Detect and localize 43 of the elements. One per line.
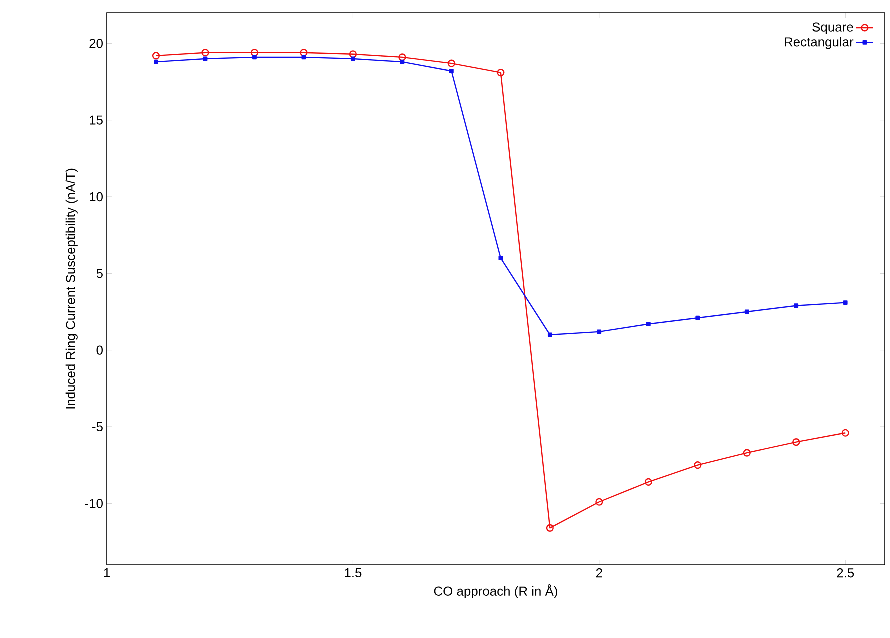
point	[646, 322, 651, 326]
point	[596, 498, 604, 506]
point	[202, 49, 210, 57]
y-tick-label: 5	[96, 269, 103, 278]
y-tick-label: 20	[90, 39, 103, 48]
y-tick-label: -5	[92, 422, 103, 432]
legend-label: Rectangular	[785, 37, 854, 50]
point	[696, 316, 700, 320]
point	[302, 55, 306, 60]
point	[548, 332, 552, 338]
point	[349, 50, 357, 58]
point	[792, 438, 800, 446]
point	[351, 56, 356, 62]
legend-label: Square	[812, 22, 854, 34]
point	[597, 330, 602, 334]
point	[449, 69, 454, 74]
point	[644, 478, 652, 486]
x-axis-title: CO approach (R in Å)	[434, 584, 558, 599]
point	[694, 462, 702, 470]
point	[743, 449, 751, 457]
point	[154, 60, 158, 64]
point	[497, 69, 505, 77]
x-tick-label: 2.5	[837, 568, 854, 578]
point	[250, 49, 259, 57]
point	[498, 256, 504, 261]
point	[843, 300, 848, 305]
x-tick-label: 2	[596, 568, 602, 578]
y-tick-label: 15	[90, 116, 103, 125]
x-tick-label: 1	[104, 568, 110, 578]
y-axis-title: Induced Ring Current Susceptibility (nA/T)	[66, 168, 78, 409]
y-tick-label: 0	[96, 346, 103, 355]
x-tick-label: 1.5	[345, 568, 362, 578]
point	[398, 54, 406, 62]
point	[300, 49, 308, 57]
point	[794, 304, 799, 308]
y-tick-label: -10	[85, 499, 103, 508]
point	[546, 524, 554, 532]
point	[400, 60, 405, 64]
point	[448, 60, 456, 68]
point	[252, 55, 257, 60]
point	[203, 56, 208, 62]
point	[744, 310, 750, 314]
y-tick-label: 10	[90, 192, 103, 202]
